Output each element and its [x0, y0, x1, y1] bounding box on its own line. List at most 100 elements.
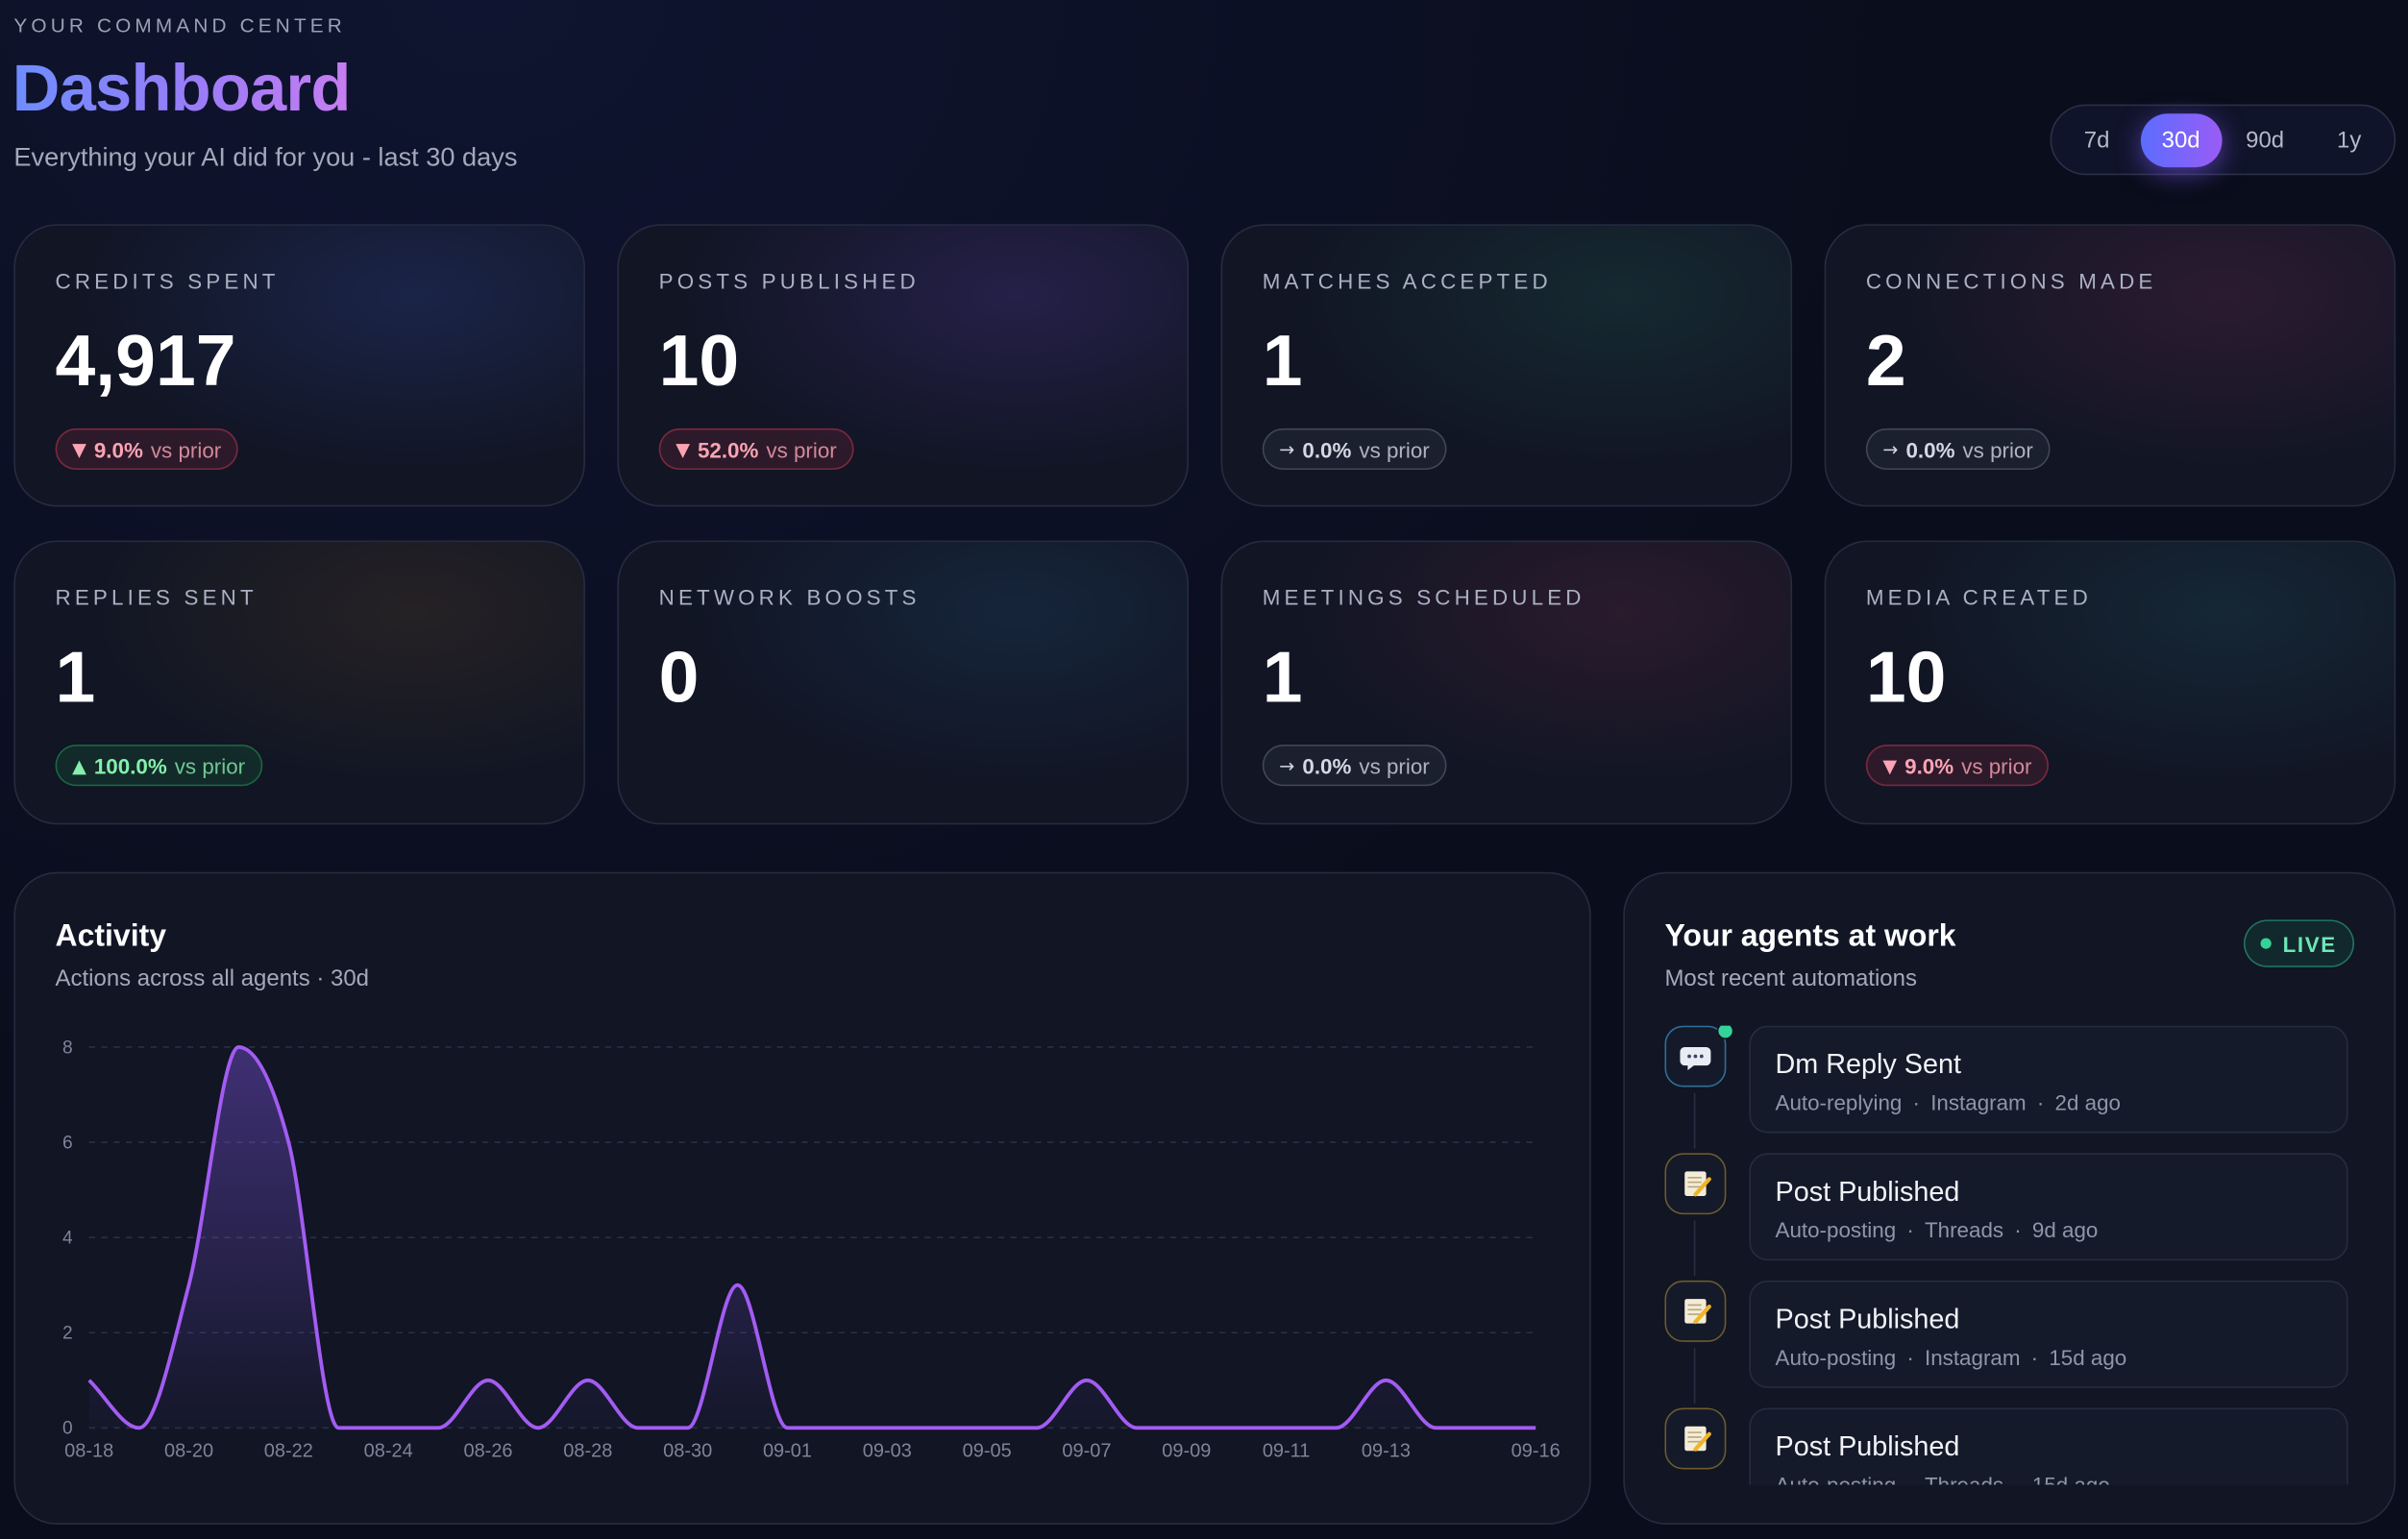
- change-suffix: vs prior: [1962, 436, 2033, 462]
- agent-icon: [1664, 1407, 1727, 1470]
- stat-card: CREDITS SPENT 4,917 ▼ 9.0% vs prior: [13, 224, 585, 507]
- note-pencil: [1692, 1176, 1711, 1196]
- stat-card: MEDIA CREATED 10 ▼ 9.0% vs prior: [1824, 540, 2396, 825]
- activity-title: Activity: [55, 919, 167, 954]
- range-tab[interactable]: 90d: [2246, 127, 2285, 154]
- agents-card: Your agents at work LIVE Most recent aut…: [1623, 871, 2396, 1526]
- range-tab[interactable]: 7d: [2083, 127, 2110, 154]
- stat-card: POSTS PUBLISHED 10 ▼ 52.0% vs prior: [617, 224, 1190, 507]
- agent-title: Post Published: [1775, 1430, 1960, 1462]
- agent-meta: Auto-posting · Threads · 15d ago: [1776, 1473, 2110, 1485]
- meta-text: Instagram: [1924, 1345, 2021, 1370]
- range-tabs: 7d 30d 90d 1y: [2050, 104, 2396, 176]
- y-tick-label: 4: [62, 1229, 73, 1249]
- meta-text: Auto-posting: [1775, 1472, 1897, 1485]
- stat-value: 10: [1865, 635, 1947, 718]
- stat-card: MEETINGS SCHEDULED 1 → 0.0% vs prior: [1220, 540, 1793, 825]
- note-pencil: [1692, 1430, 1711, 1451]
- change-suffix: vs prior: [150, 436, 222, 462]
- stat-value: 4,917: [55, 319, 236, 402]
- change-value: 0.0%: [1302, 436, 1352, 462]
- agent-item[interactable]: Post Published Auto-posting · Threads · 15d a…: [1664, 1407, 2355, 1485]
- agent-icon: [1664, 1025, 1734, 1087]
- change-value: 0.0%: [1302, 752, 1352, 778]
- chat-dot: [1692, 1053, 1697, 1058]
- stat-label: NETWORK BOOSTS: [658, 584, 921, 610]
- change-value: 9.0%: [93, 436, 143, 462]
- stat-value: 1: [55, 635, 96, 718]
- agent-icon: [1664, 1280, 1727, 1342]
- online-dot: [1716, 1025, 1734, 1039]
- x-tick-label: 08-30: [663, 1441, 712, 1462]
- change-suffix: vs prior: [1359, 436, 1430, 462]
- y-tick-label: 8: [62, 1038, 73, 1058]
- live-text: LIVE: [2282, 931, 2337, 956]
- trend-arrow: ▼: [72, 438, 86, 460]
- change-badge: → 0.0% vs prior: [1262, 428, 1447, 471]
- activity-subtitle: Actions across all agents · 30d: [55, 965, 370, 992]
- meta-separator: ·: [1906, 1217, 1914, 1242]
- meta-separator: ·: [2030, 1345, 2039, 1370]
- agent-card: Dm Reply Sent Auto-replying · Instagram · 2d …: [1749, 1025, 2348, 1134]
- agent-title: Post Published: [1775, 1303, 1960, 1334]
- chat-dot: [1686, 1053, 1691, 1058]
- agent-meta: Auto-posting · Instagram · 15d ago: [1776, 1345, 2127, 1370]
- x-tick-label: 09-11: [1263, 1441, 1311, 1462]
- x-tick-label: 09-01: [763, 1441, 812, 1462]
- agents-title: Your agents at work: [1664, 919, 1956, 954]
- agent-item[interactable]: Dm Reply Sent Auto-replying · Instagram · 2d …: [1664, 1025, 2355, 1149]
- change-suffix: vs prior: [1961, 752, 2032, 778]
- agent-meta: Auto-replying · Instagram · 2d ago: [1776, 1090, 2121, 1115]
- meta-text: 2d ago: [2054, 1089, 2121, 1115]
- x-tick-label: 09-07: [1062, 1441, 1111, 1462]
- agent-item[interactable]: Post Published Auto-posting · Instagram · 15d…: [1664, 1280, 2355, 1404]
- meta-text: Auto-replying: [1775, 1089, 1903, 1115]
- chat-dot: [1699, 1053, 1703, 1058]
- change-suffix: vs prior: [1359, 752, 1430, 778]
- timeline-connector: [1693, 1220, 1696, 1277]
- agent-item[interactable]: Post Published Auto-posting · Threads · 9d ag…: [1664, 1153, 2355, 1277]
- meta-separator: ·: [2036, 1089, 2045, 1115]
- trend-arrow: ▼: [1882, 754, 1898, 776]
- agent-meta: Auto-posting · Threads · 9d ago: [1776, 1217, 2099, 1242]
- x-tick-label: 09-05: [963, 1441, 1012, 1462]
- stat-label: POSTS PUBLISHED: [658, 268, 920, 294]
- activity-chart: 0 2 4 6 8 08-18 08-20 08-22 08-24 08-26 08-28 08-30…: [62, 1038, 1560, 1462]
- trend-arrow: →: [1279, 754, 1295, 776]
- change-value: 100.0%: [93, 752, 167, 778]
- meta-text: 15d ago: [2049, 1345, 2127, 1370]
- timeline-connector: [1693, 1092, 1696, 1149]
- meta-text: Auto-posting: [1775, 1345, 1897, 1370]
- trend-arrow: ▼: [676, 438, 690, 460]
- agent-title: Dm Reply Sent: [1775, 1048, 1961, 1080]
- x-tick-label: 09-16: [1511, 1441, 1560, 1462]
- y-tick-label: 2: [62, 1324, 73, 1344]
- meta-separator: ·: [2014, 1217, 2022, 1242]
- stat-label: MEDIA CREATED: [1865, 584, 2092, 610]
- agent-title: Post Published: [1775, 1176, 1960, 1208]
- range-tab[interactable]: 30d: [2140, 113, 2222, 168]
- stat-card: REPLIES SENT 1 ▲ 100.0% vs prior: [13, 540, 585, 825]
- stat-value: 10: [658, 319, 740, 402]
- meta-text: Threads: [1924, 1217, 2004, 1242]
- activity-line: [87, 1045, 1536, 1430]
- change-badge: → 0.0% vs prior: [1262, 745, 1447, 787]
- live-dot: [2261, 938, 2273, 949]
- change-badge: ▼ 52.0% vs prior: [658, 428, 854, 471]
- stat-card: NETWORK BOOSTS 0: [617, 540, 1190, 825]
- range-tab[interactable]: 1y: [2336, 127, 2362, 154]
- x-tick-label: 08-22: [264, 1441, 313, 1462]
- note-icon: [1683, 1425, 1711, 1451]
- timeline-connector: [1693, 1348, 1696, 1404]
- x-tick-label: 08-24: [364, 1441, 413, 1462]
- change-suffix: vs prior: [766, 436, 837, 462]
- change-value: 9.0%: [1904, 752, 1954, 778]
- change-badge: → 0.0% vs prior: [1865, 428, 2051, 471]
- meta-text: Auto-posting: [1775, 1217, 1897, 1242]
- stat-value: 2: [1865, 319, 1906, 402]
- change-value: 52.0%: [697, 436, 759, 462]
- page-subtitle: Everything your AI did for you - last 30…: [13, 142, 518, 172]
- meta-separator: ·: [1906, 1472, 1914, 1485]
- stat-value: 1: [1262, 635, 1303, 718]
